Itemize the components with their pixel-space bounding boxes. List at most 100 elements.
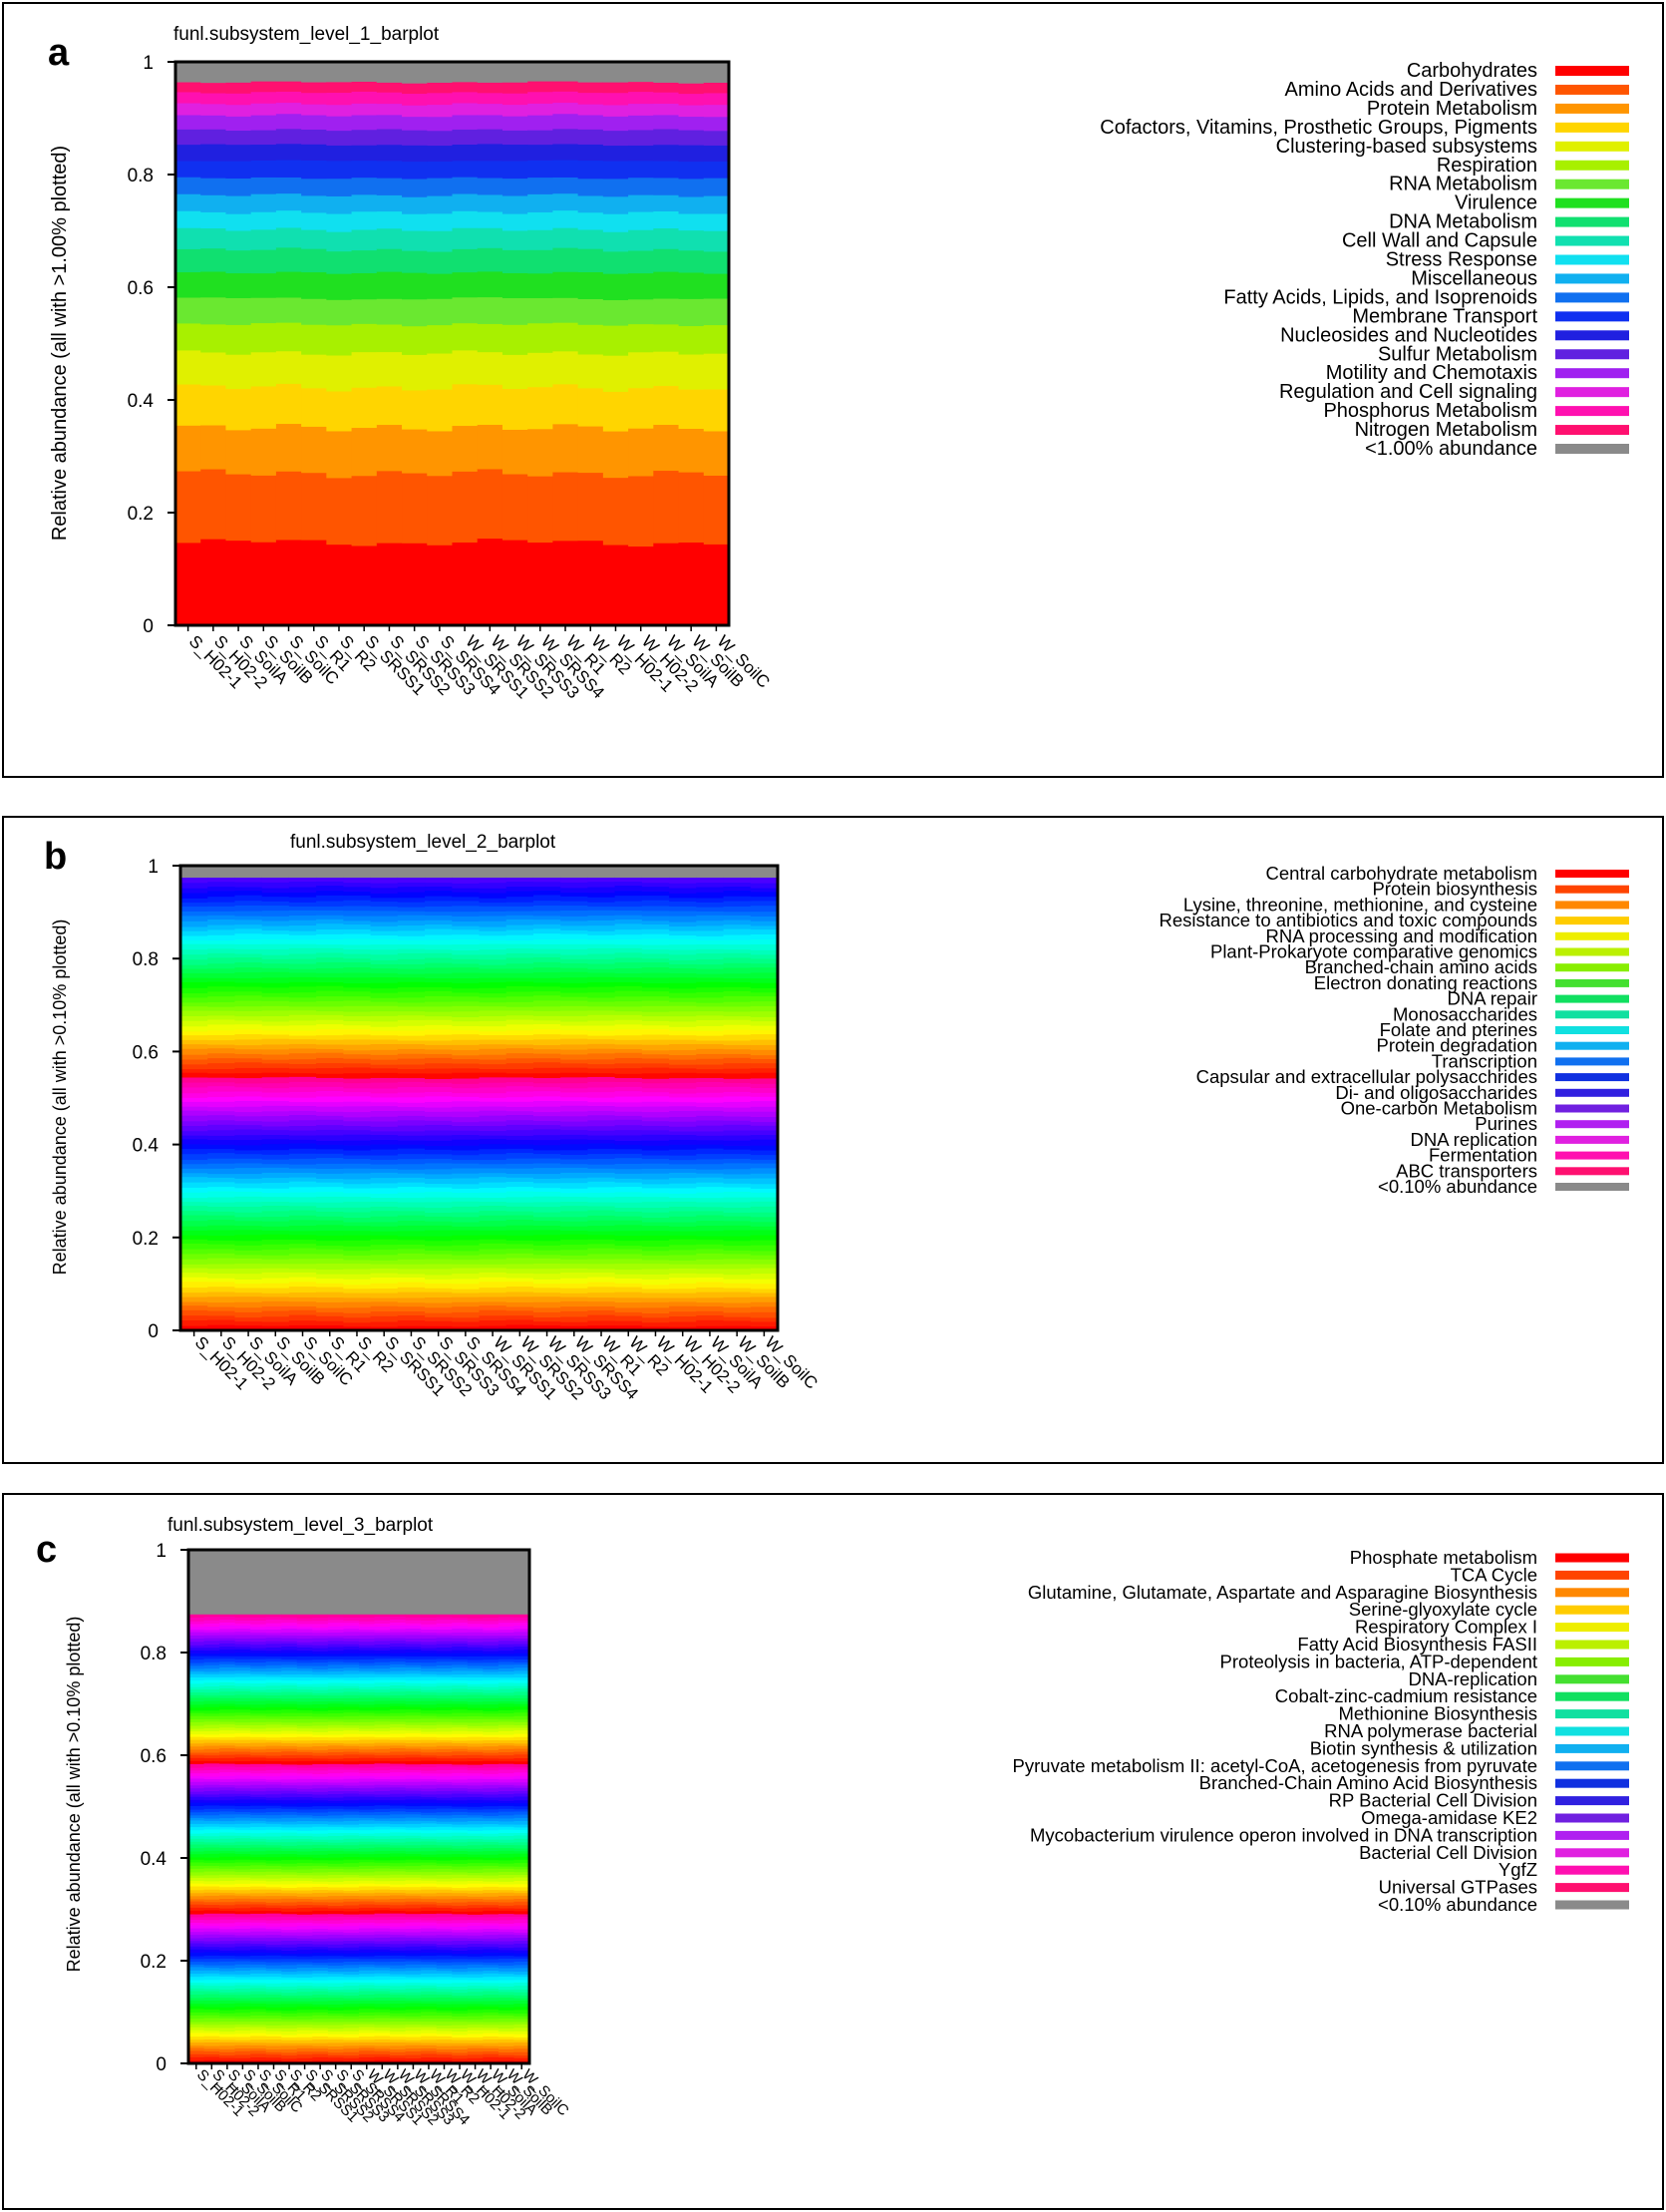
- bar-segment: [188, 1621, 205, 1625]
- bar-segment: [312, 1955, 329, 1960]
- bar-segment: [234, 1862, 251, 1867]
- bar-segment: [343, 1827, 360, 1831]
- bar-segment: [312, 1799, 329, 1803]
- bar-segment: [614, 1216, 643, 1221]
- bar-segment: [696, 935, 725, 940]
- bar-segment: [296, 1938, 313, 1941]
- bar-segment: [696, 1319, 725, 1326]
- bar-segment: [327, 2013, 345, 2017]
- bar-segment: [275, 227, 302, 248]
- bar-segment: [312, 1731, 329, 1735]
- bar-segment: [343, 1053, 372, 1059]
- bar-segment: [505, 1295, 534, 1302]
- bar-segment: [750, 1000, 779, 1006]
- bar-segment: [532, 911, 561, 917]
- bar-segment: [296, 1621, 313, 1625]
- bar-segment: [505, 934, 534, 940]
- bar-segment: [390, 1638, 407, 1641]
- bar-segment: [250, 1976, 267, 1981]
- bar-S_SRSS4: [343, 1550, 360, 2064]
- bar-segment: [275, 81, 302, 92]
- bar-segment: [281, 1853, 298, 1857]
- bar-segment: [327, 2045, 345, 2049]
- bar-segment: [296, 1667, 313, 1671]
- bar-segment: [653, 227, 680, 249]
- bar-segment: [359, 1904, 376, 1908]
- bar-segment: [351, 351, 378, 388]
- bar-segment: [532, 985, 561, 992]
- bar-segment: [359, 1791, 376, 1795]
- bar-segment: [312, 1671, 329, 1675]
- bar-segment: [281, 1650, 298, 1654]
- bar-segment: [359, 1917, 376, 1920]
- bar-segment: [265, 1926, 282, 1930]
- bar-segment: [505, 1068, 534, 1074]
- bar-segment: [370, 1283, 399, 1290]
- bar-segment: [175, 297, 201, 324]
- bar-segment: [641, 1095, 670, 1102]
- bar-segment: [527, 193, 554, 212]
- bar-segment: [265, 1860, 282, 1864]
- bar-segment: [219, 2021, 236, 2026]
- bar-segment: [207, 947, 236, 953]
- bar-segment: [296, 1661, 313, 1666]
- bar-segment: [203, 1796, 220, 1801]
- bar-segment: [234, 1659, 251, 1663]
- bar-segment: [614, 1135, 643, 1141]
- bar-segment: [359, 1673, 376, 1677]
- bar-segment: [203, 1691, 220, 1696]
- bar-segment: [250, 1691, 267, 1695]
- bar-segment: [250, 2056, 267, 2060]
- bar-segment: [402, 354, 428, 391]
- bar-S_R1: [265, 1550, 282, 2064]
- bar-segment: [296, 1869, 313, 1873]
- bar-segment: [312, 1829, 329, 1834]
- bar-segment: [696, 1144, 725, 1149]
- bar-segment: [312, 1833, 329, 1837]
- bar-segment: [250, 1787, 267, 1792]
- bar-segment: [532, 1212, 561, 1218]
- bar-segment: [374, 1916, 391, 1921]
- bar-segment: [180, 882, 208, 889]
- bar-segment: [316, 1249, 344, 1255]
- bar-segment: [203, 1958, 220, 1963]
- bar-segment: [614, 1101, 643, 1107]
- bar-segment: [250, 1983, 267, 1986]
- bar-segment: [532, 1033, 561, 1040]
- bar-segment: [479, 882, 507, 889]
- bar-segment: [327, 1622, 345, 1627]
- bar-segment: [180, 1025, 208, 1032]
- bar-segment: [370, 1321, 399, 1327]
- bar-segment: [587, 881, 616, 888]
- panel-a: a funl.subsystem_level_1_barplot 0 0.2 0.4 0…: [2, 2, 1664, 778]
- bar-segment: [250, 1812, 267, 1816]
- bar-segment: [234, 1129, 263, 1136]
- bar-segment: [188, 1775, 205, 1779]
- bar-segment: [312, 2012, 329, 2016]
- bar-segment: [614, 1307, 643, 1312]
- bar-segment: [359, 1712, 376, 1716]
- bar-segment: [326, 116, 353, 132]
- bar-segment: [234, 1191, 263, 1197]
- bar-segment: [390, 1736, 407, 1740]
- bar-segment: [532, 905, 561, 912]
- bar-segment: [587, 1072, 616, 1077]
- bar-segment: [723, 990, 752, 996]
- bar-segment: [703, 82, 730, 94]
- bar-segment: [188, 1707, 205, 1711]
- bar-segment: [501, 297, 528, 325]
- bar-segment: [452, 227, 479, 249]
- legend-item: Nitrogen Metabolism: [1355, 419, 1629, 441]
- bar-segment: [281, 1922, 298, 1927]
- bar-segment: [479, 992, 507, 998]
- legend-item: Fermentation: [1429, 1145, 1629, 1166]
- bar-segment: [587, 1277, 616, 1283]
- bar-segment: [479, 1159, 507, 1165]
- bar-segment: [390, 1985, 407, 1990]
- bar-segment: [250, 62, 277, 82]
- bar-segment: [505, 985, 534, 992]
- bar-segment: [219, 2051, 236, 2056]
- bar-segment: [669, 1134, 697, 1140]
- bar-segment: [390, 2057, 407, 2061]
- bar-segment: [532, 1028, 561, 1035]
